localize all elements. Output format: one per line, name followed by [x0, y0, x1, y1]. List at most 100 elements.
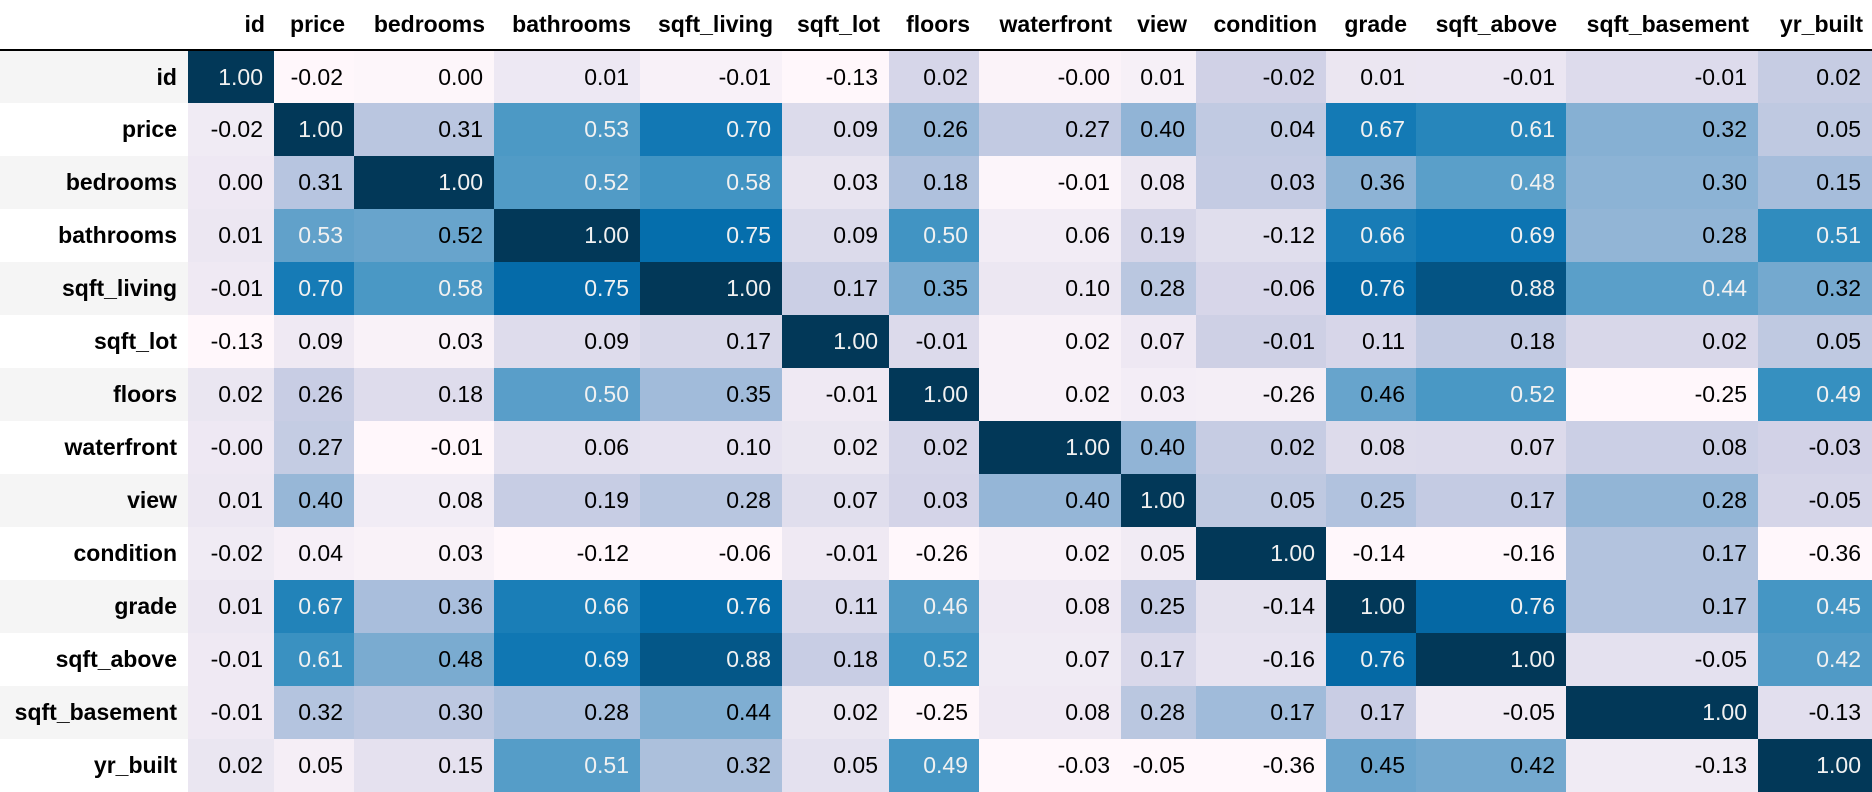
heatmap-cell: 0.05: [274, 739, 354, 792]
heatmap-cell: 0.61: [1416, 103, 1566, 156]
heatmap-cell: 1.00: [640, 262, 782, 315]
heatmap-cell: -0.03: [1758, 421, 1872, 474]
column-header-sqft-lot: sqft_lot: [782, 0, 889, 51]
heatmap-cell: -0.03: [979, 739, 1121, 792]
heatmap-cell: 0.52: [1416, 368, 1566, 421]
heatmap-cell: -0.14: [1196, 580, 1326, 633]
heatmap-cell: -0.05: [1121, 739, 1196, 792]
heatmap-cell: 0.15: [354, 739, 494, 792]
heatmap-cell: 0.09: [274, 315, 354, 368]
heatmap-cell: 1.00: [354, 156, 494, 209]
heatmap-cell: 0.17: [1566, 580, 1758, 633]
column-header-yr-built: yr_built: [1758, 0, 1872, 51]
heatmap-cell: 0.03: [889, 474, 979, 527]
heatmap-cell: 0.61: [274, 633, 354, 686]
heatmap-cell: 0.32: [274, 686, 354, 739]
heatmap-cell: -0.26: [889, 527, 979, 580]
heatmap-cell: -0.13: [188, 315, 274, 368]
column-header-bathrooms: bathrooms: [494, 0, 640, 51]
heatmap-row: bedrooms 0.00 0.31 1.00 0.52 0.58 0.03 0.18 -0.0…: [0, 156, 1872, 209]
heatmap-cell: 0.02: [188, 739, 274, 792]
heatmap-cell: 0.53: [494, 103, 640, 156]
column-header-row: id price bedrooms bathrooms sqft_living sqft_…: [0, 0, 1872, 51]
heatmap-cell: 0.01: [1121, 50, 1196, 103]
heatmap-cell: 0.52: [494, 156, 640, 209]
heatmap-cell: 0.08: [1566, 421, 1758, 474]
heatmap-cell: -0.26: [1196, 368, 1326, 421]
heatmap-cell: 0.42: [1416, 739, 1566, 792]
heatmap-row: yr_built 0.02 0.05 0.15 0.51 0.32 0.05 0.49 -0.0…: [0, 739, 1872, 792]
heatmap-cell: 0.35: [889, 262, 979, 315]
heatmap-cell: 0.28: [1121, 262, 1196, 315]
heatmap-cell: 0.19: [1121, 209, 1196, 262]
row-label-sqft-basement: sqft_basement: [0, 686, 188, 739]
heatmap-cell: -0.06: [1196, 262, 1326, 315]
heatmap-cell: 0.01: [1326, 50, 1416, 103]
heatmap-row: condition -0.02 0.04 0.03 -0.12 -0.06 -0.01 -0.…: [0, 527, 1872, 580]
heatmap-cell: 0.40: [1121, 421, 1196, 474]
heatmap-cell: -0.12: [494, 527, 640, 580]
heatmap-cell: 0.01: [494, 50, 640, 103]
heatmap-cell: 0.17: [782, 262, 889, 315]
heatmap-cell: 0.15: [1758, 156, 1872, 209]
heatmap-cell: -0.00: [188, 421, 274, 474]
heatmap-cell: 0.44: [1566, 262, 1758, 315]
heatmap-cell: 0.69: [494, 633, 640, 686]
heatmap-cell: 0.18: [354, 368, 494, 421]
heatmap-cell: 1.00: [889, 368, 979, 421]
heatmap-cell: 0.88: [1416, 262, 1566, 315]
heatmap-cell: -0.01: [782, 527, 889, 580]
heatmap-cell: 0.40: [274, 474, 354, 527]
heatmap-cell: 0.03: [1121, 368, 1196, 421]
heatmap-cell: -0.01: [889, 315, 979, 368]
column-header-sqft-basement: sqft_basement: [1566, 0, 1758, 51]
heatmap-cell: 0.76: [1326, 633, 1416, 686]
heatmap-cell: -0.01: [1416, 50, 1566, 103]
heatmap-cell: 0.09: [782, 209, 889, 262]
heatmap-cell: 0.32: [1566, 103, 1758, 156]
row-label-id: id: [0, 50, 188, 103]
heatmap-cell: 0.04: [274, 527, 354, 580]
heatmap-cell: 0.26: [889, 103, 979, 156]
heatmap-cell: 0.03: [354, 315, 494, 368]
heatmap-row: view 0.01 0.40 0.08 0.19 0.28 0.07 0.03 0.40 1.00…: [0, 474, 1872, 527]
heatmap-cell: 0.05: [1758, 103, 1872, 156]
heatmap-cell: 0.00: [188, 156, 274, 209]
heatmap-cell: 0.07: [1416, 421, 1566, 474]
row-label-grade: grade: [0, 580, 188, 633]
heatmap-cell: -0.16: [1196, 633, 1326, 686]
heatmap-cell: 0.49: [889, 739, 979, 792]
row-label-sqft-above: sqft_above: [0, 633, 188, 686]
heatmap-cell: 0.25: [1326, 474, 1416, 527]
heatmap-cell: -0.06: [640, 527, 782, 580]
row-label-floors: floors: [0, 368, 188, 421]
heatmap-cell: 0.52: [889, 633, 979, 686]
heatmap-cell: 1.00: [782, 315, 889, 368]
row-label-waterfront: waterfront: [0, 421, 188, 474]
heatmap-cell: 1.00: [1196, 527, 1326, 580]
heatmap-cell: 0.02: [1758, 50, 1872, 103]
column-header-sqft-above: sqft_above: [1416, 0, 1566, 51]
heatmap-cell: 0.05: [782, 739, 889, 792]
heatmap-cell: 1.00: [188, 50, 274, 103]
heatmap-cell: -0.01: [1196, 315, 1326, 368]
heatmap-cell: 0.28: [1121, 686, 1196, 739]
heatmap-header: id price bedrooms bathrooms sqft_living sqft_…: [0, 0, 1872, 51]
heatmap-cell: 1.00: [1566, 686, 1758, 739]
heatmap-cell: 0.76: [1326, 262, 1416, 315]
heatmap-cell: 0.36: [1326, 156, 1416, 209]
heatmap-cell: 0.46: [889, 580, 979, 633]
heatmap-cell: 0.02: [979, 315, 1121, 368]
heatmap-cell: 0.67: [1326, 103, 1416, 156]
heatmap-cell: 0.00: [354, 50, 494, 103]
heatmap-cell: 0.44: [640, 686, 782, 739]
heatmap-cell: 0.07: [782, 474, 889, 527]
column-header-view: view: [1121, 0, 1196, 51]
heatmap-cell: 0.28: [1566, 209, 1758, 262]
heatmap-row: sqft_living -0.01 0.70 0.58 0.75 1.00 0.17 0.35…: [0, 262, 1872, 315]
heatmap-cell: 1.00: [979, 421, 1121, 474]
column-header-sqft-living: sqft_living: [640, 0, 782, 51]
heatmap-cell: 0.09: [494, 315, 640, 368]
heatmap-cell: 1.00: [1758, 739, 1872, 792]
heatmap-cell: 0.32: [640, 739, 782, 792]
